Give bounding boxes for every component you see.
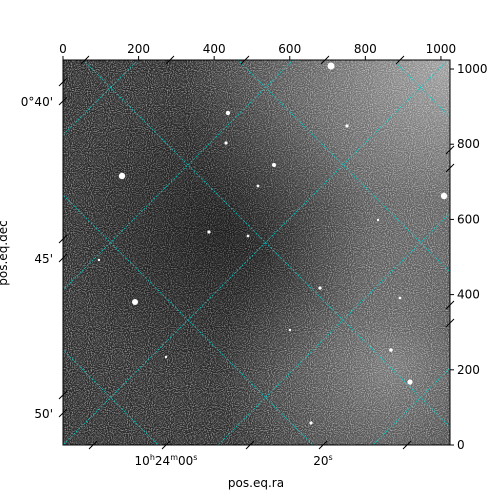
- point-source-6: [345, 124, 349, 128]
- plot-frame: [62, 59, 451, 446]
- point-source-1: [118, 172, 126, 180]
- x-top-tick-label-3: 600: [278, 42, 301, 56]
- point-source-17: [288, 328, 292, 332]
- y-pixel-ticks-right: 0 200 400 600 800 1000: [450, 62, 488, 452]
- ra-edge-tick-2: [245, 440, 255, 450]
- point-source-10: [246, 234, 250, 238]
- ra-grid-line-1: [63, 194, 314, 445]
- dec-grid-line-1: [63, 60, 294, 291]
- dec-edge-tick-4: [58, 390, 68, 400]
- ra-grid-line-2: [82, 60, 450, 428]
- ra-grid-line-0: [63, 349, 159, 445]
- point-source-19: [376, 218, 380, 222]
- top-edge-world-tick-2: [240, 55, 250, 65]
- top-edge-world-tick-3: [320, 55, 330, 65]
- point-source-2: [132, 299, 138, 305]
- ra-edge-tick-4: [402, 440, 412, 450]
- point-source-11: [318, 286, 322, 290]
- top-edge-world-tick-1: [165, 55, 175, 65]
- x-axis-label: pos.eq.ra: [228, 476, 284, 490]
- ra-tick-label-1: 20s: [313, 453, 332, 468]
- dec-tick-label-1: 45': [34, 252, 53, 266]
- x-pixel-ticks-top: 0 200 400 600 800 1000: [59, 42, 456, 60]
- y-axis-label: pos.eq.dec: [0, 220, 10, 285]
- y-right-tick-label-1: 200: [457, 363, 480, 377]
- point-source-8: [440, 192, 448, 200]
- point-source-15: [256, 184, 260, 188]
- dec-grid-line-3: [217, 212, 450, 445]
- dec-grid-line-2: [63, 60, 449, 445]
- point-source-7: [407, 379, 413, 385]
- x-top-tick-label-5: 1000: [426, 42, 457, 56]
- point-source-13: [398, 296, 402, 300]
- x-top-tick-label-2: 400: [203, 42, 226, 56]
- ra-grid-line-3: [237, 60, 450, 273]
- dec-grid-line-4: [372, 367, 450, 445]
- dec-edge-tick-2: [58, 234, 68, 244]
- right-edge-world-tick-3: [445, 318, 455, 328]
- top-edge-world-tick-4: [395, 55, 405, 65]
- y-right-tick-label-0: 0: [457, 438, 465, 452]
- y-right-tick-label-5: 1000: [457, 62, 488, 76]
- y-right-tick-label-4: 800: [457, 137, 480, 151]
- ra-edge-tick-1: [161, 440, 171, 450]
- dec-tick-label-0: 0°40': [21, 95, 53, 109]
- dark-lane: [63, 60, 450, 445]
- dec-tick-label-2: 50': [34, 407, 53, 421]
- ra-edge-tick-0: [88, 440, 98, 450]
- x-top-tick-label-4: 800: [354, 42, 377, 56]
- dec-edge-tick-5: [58, 408, 68, 418]
- point-sources: [97, 62, 448, 425]
- dec-edge-tick-0: [58, 77, 68, 87]
- ra-grid-line-4: [392, 60, 450, 118]
- world-coordinate-ticks: [58, 55, 455, 450]
- ra-edge-tick-3: [318, 440, 328, 450]
- point-source-9: [207, 230, 211, 234]
- point-source-3: [225, 110, 231, 116]
- point-source-18: [97, 258, 101, 262]
- point-source-14: [309, 421, 313, 425]
- point-source-16: [164, 355, 168, 359]
- right-edge-world-tick-0: [445, 145, 455, 155]
- dec-grid-line-0: [63, 60, 139, 136]
- point-source-5: [224, 141, 228, 145]
- dec-edge-tick-3: [58, 253, 68, 263]
- right-edge-world-tick-1: [445, 163, 455, 173]
- top-edge-world-tick-0: [80, 55, 90, 65]
- point-source-4: [272, 163, 276, 167]
- ra-tick-label-0: 10h24m00s: [135, 453, 198, 468]
- right-edge-world-tick-2: [445, 300, 455, 310]
- point-source-0: [327, 62, 335, 70]
- y-right-tick-label-2: 400: [457, 288, 480, 302]
- x-top-tick-label-0: 0: [59, 42, 67, 56]
- y-right-tick-label-3: 600: [457, 212, 480, 226]
- dec-edge-tick-1: [58, 96, 68, 106]
- x-top-tick-label-1: 200: [127, 42, 150, 56]
- point-source-12: [389, 348, 393, 352]
